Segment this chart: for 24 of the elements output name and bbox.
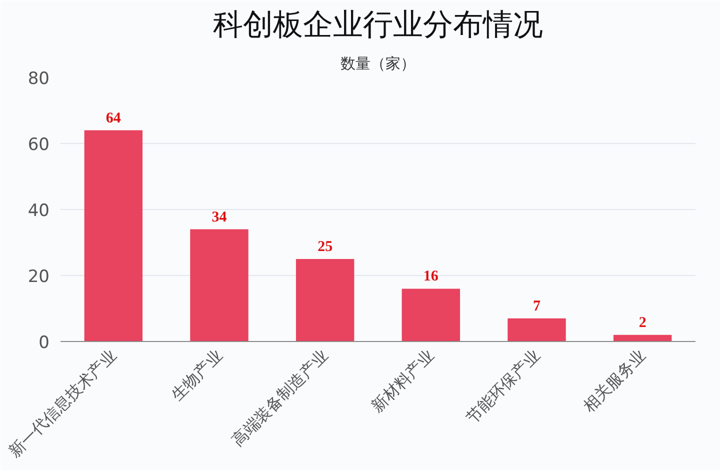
x-tick-label: 相关服务业 — [579, 346, 650, 416]
bar — [402, 288, 460, 342]
x-tick-label: 新材料产业 — [368, 346, 438, 416]
data-label: 34 — [212, 209, 228, 226]
bar — [613, 334, 672, 342]
bar — [190, 229, 248, 342]
y-tick-label: 40 — [28, 201, 50, 221]
bar — [296, 259, 354, 342]
y-tick-label: 0 — [38, 333, 50, 353]
data-label: 7 — [533, 298, 541, 314]
data-label: 16 — [423, 268, 439, 285]
x-tick-label: 高端装备制造产业 — [228, 346, 332, 450]
chart-subtitle: 数量（家） — [340, 54, 416, 72]
y-tick-label: 60 — [28, 135, 50, 155]
x-tick-label: 节能环保产业 — [462, 346, 544, 428]
y-tick-label: 20 — [28, 267, 50, 287]
data-label: 2 — [638, 314, 646, 331]
data-label: 64 — [106, 110, 122, 126]
chart-title: 科创板企业行业分布情况 — [213, 8, 543, 42]
bar — [84, 130, 143, 342]
bar — [508, 318, 566, 342]
x-tick-label: 生物产业 — [167, 346, 226, 404]
y-tick-label: 80 — [28, 69, 50, 89]
data-label: 25 — [318, 239, 333, 255]
